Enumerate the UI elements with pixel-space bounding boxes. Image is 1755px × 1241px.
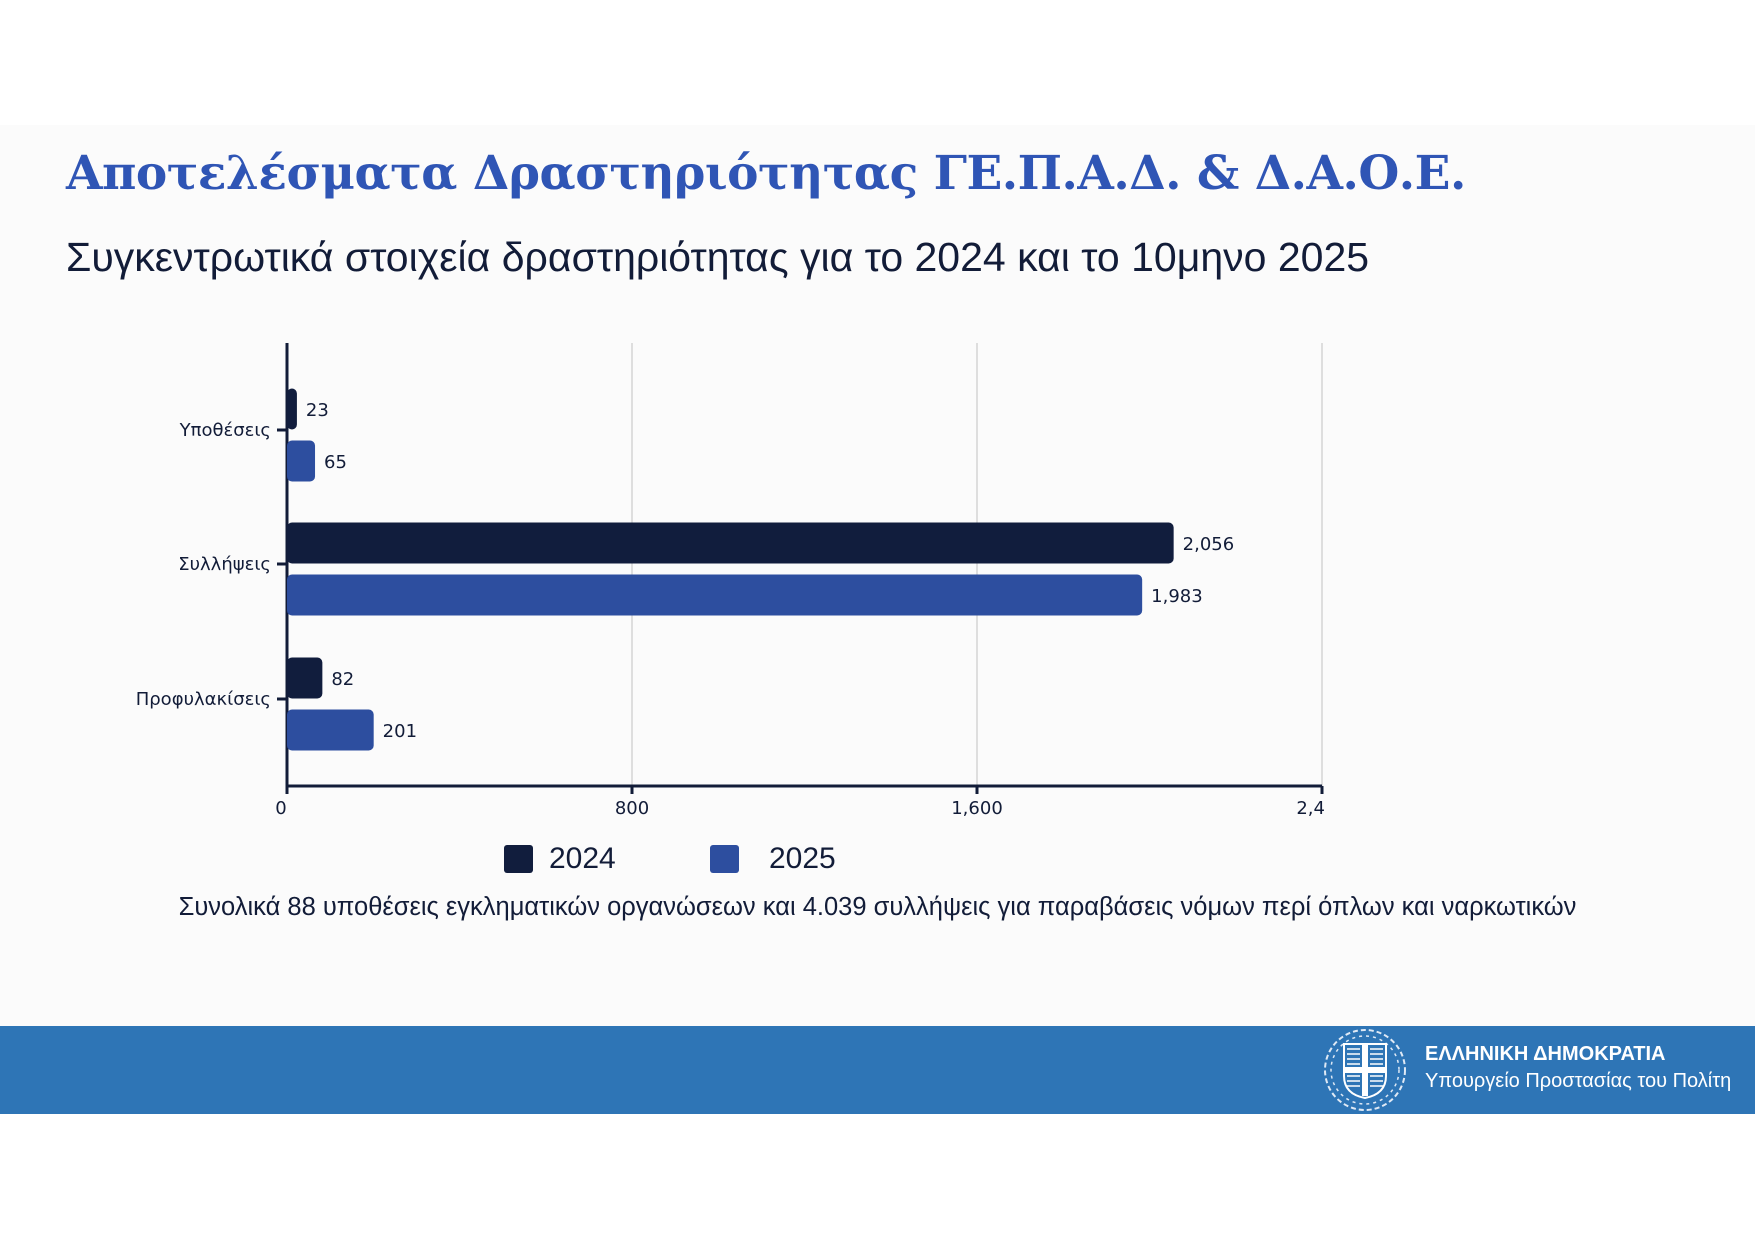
bar-2024 xyxy=(287,388,297,430)
legend-label: 2024 xyxy=(549,842,616,875)
bar-2025 xyxy=(287,440,316,482)
data-label: 201 xyxy=(383,721,417,742)
org-name: ΕΛΛΗΝΙΚΗ ΔΗΜΟΚΡΑΤΙΑ xyxy=(1425,1043,1666,1065)
x-tick-label: 1,600 xyxy=(951,798,1003,819)
data-label: 65 xyxy=(324,452,347,473)
category-label: Προφυλακίσεις xyxy=(136,689,271,710)
x-tick-label: 0 xyxy=(275,798,286,819)
greek-coat-of-arms-icon xyxy=(1324,1029,1406,1111)
data-label: 1,983 xyxy=(1151,586,1203,607)
legend-label: 2025 xyxy=(769,842,836,875)
bar-2025 xyxy=(287,709,374,751)
legend-swatch-2025 xyxy=(710,845,739,873)
legend-swatch-2024 xyxy=(504,845,533,873)
legend-item-2024: 2024 xyxy=(504,842,616,876)
ministry-name: Υπουργείο Προστασίας του Πολίτη xyxy=(1425,1070,1732,1092)
x-tick-label: 800 xyxy=(615,798,649,819)
bar-2024 xyxy=(287,657,323,699)
data-label: 23 xyxy=(306,400,329,421)
footer-band xyxy=(0,1026,1755,1114)
data-label: 82 xyxy=(331,669,354,690)
page-title: Αποτελέσματα Δραστηριότητας ΓΕ.Π.Α.Δ. & … xyxy=(66,146,1466,201)
bar-2025 xyxy=(287,574,1143,616)
bar-chart: 0 800 1,600 2,4 Υποθέσεις 23 65 Συλλήψεις 2,056 1… xyxy=(136,343,1325,819)
legend-item-2025: 2025 xyxy=(710,842,836,876)
summary-note: Συνολικά 88 υποθέσεις εγκληματικών οργαν… xyxy=(178,893,1577,921)
category-label: Συλλήψεις xyxy=(178,554,271,575)
x-tick-label: 2,4 xyxy=(1296,798,1325,819)
category-label: Υποθέσεις xyxy=(179,420,271,441)
page-subtitle: Συγκεντρωτικά στοιχεία δραστηριότητας γι… xyxy=(66,234,1370,280)
bar-2024 xyxy=(287,522,1174,564)
data-label: 2,056 xyxy=(1183,534,1235,555)
